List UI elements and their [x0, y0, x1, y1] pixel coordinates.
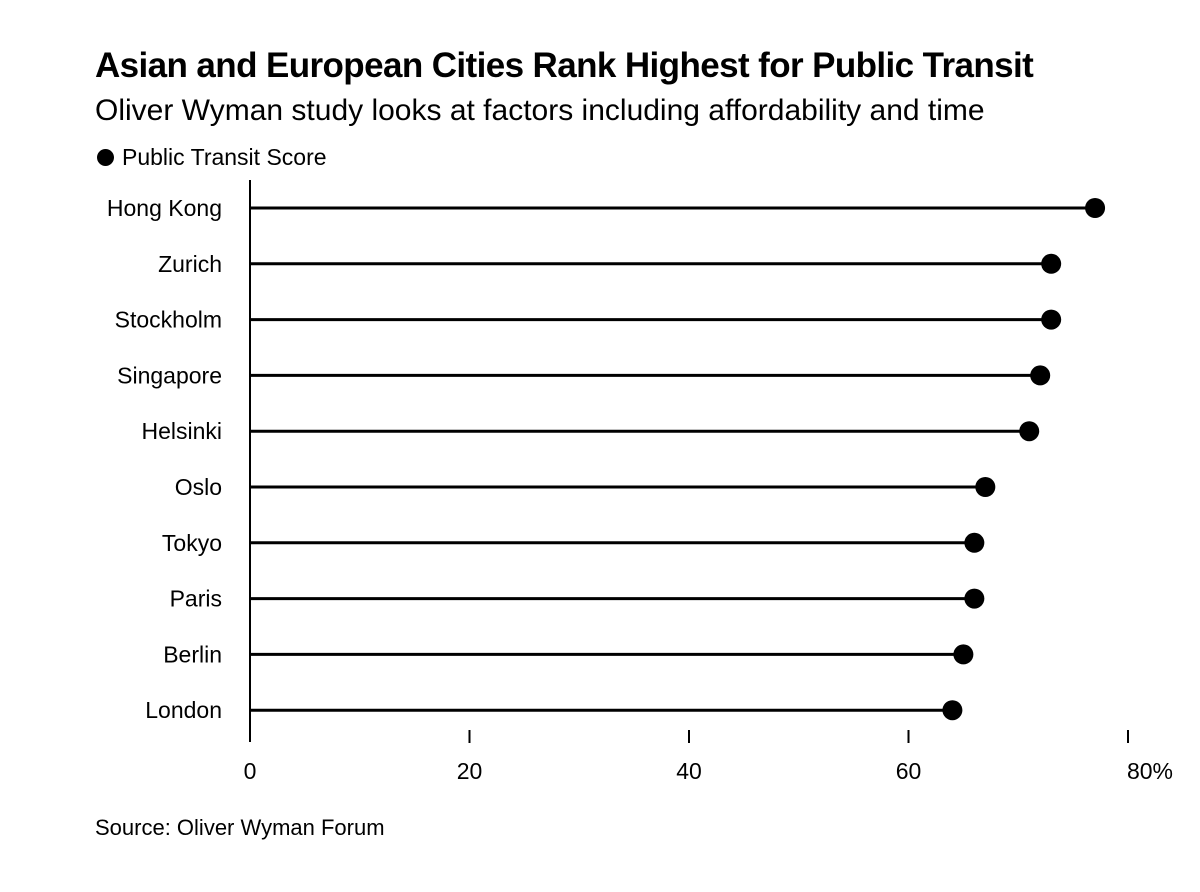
category-label: Paris [170, 586, 222, 612]
chart-title: Asian and European Cities Rank Highest f… [95, 46, 1034, 85]
category-label: Zurich [158, 251, 222, 277]
x-tick-label: 80% [1127, 758, 1173, 784]
category-label: London [145, 697, 222, 723]
category-label: Berlin [163, 641, 222, 667]
x-tick-label: 40 [676, 758, 702, 784]
lollipop-dot [1030, 365, 1051, 386]
category-label: Stockholm [115, 307, 222, 333]
category-label: Oslo [175, 474, 222, 500]
category-label: Tokyo [162, 530, 222, 556]
legend-marker-dot [97, 148, 114, 166]
lollipop-dot [975, 477, 996, 497]
source-note: Source: Oliver Wyman Forum [95, 815, 385, 840]
lollipop-dot [964, 588, 985, 609]
legend-label: Public Transit Score [122, 143, 327, 170]
category-label: Helsinki [141, 418, 222, 444]
x-tick-label: 60 [896, 758, 922, 784]
chart-subtitle: Oliver Wyman study looks at factors incl… [95, 94, 985, 127]
lollipop-dot [942, 700, 963, 721]
lollipop-dot [1041, 253, 1062, 274]
category-label: Hong Kong [107, 195, 222, 221]
x-tick-label: 20 [457, 758, 483, 784]
lollipop-dot [1041, 309, 1062, 330]
category-label: Singapore [117, 362, 222, 388]
chart-legend: Public Transit Score [97, 143, 327, 171]
lollipop-dot [964, 532, 985, 553]
lollipop-dot [1019, 421, 1040, 442]
x-tick-label: 0 [244, 758, 257, 784]
lollipop-dot [1085, 198, 1106, 218]
lollipop-dot [953, 644, 974, 665]
